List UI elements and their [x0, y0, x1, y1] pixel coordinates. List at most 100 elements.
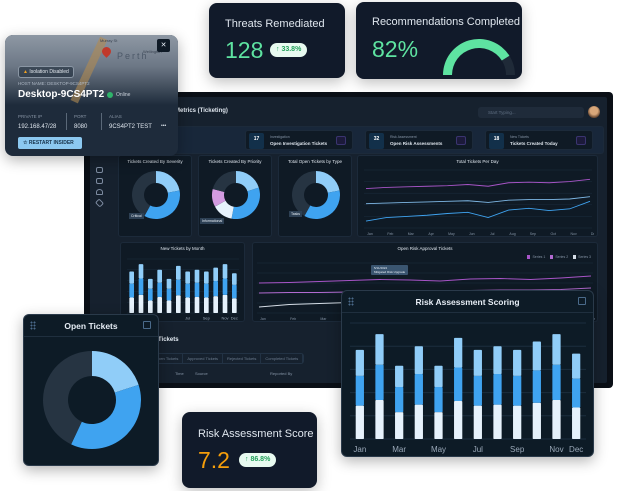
- x-tick-label: Jul: [473, 445, 483, 454]
- isolation-badge-text: Isolation Disabled: [29, 69, 69, 75]
- drag-handle-icon[interactable]: [30, 321, 36, 330]
- donut-slice: [212, 189, 226, 207]
- bar-segment: [395, 365, 404, 388]
- bar-segment: [157, 297, 162, 313]
- stat-label: Open Risk Assessments: [390, 141, 443, 146]
- widget-title: Total Tickets Per Day: [456, 159, 499, 164]
- recommendations-value: 82%: [372, 36, 419, 62]
- bar-segment: [532, 402, 541, 439]
- globe-icon[interactable]: [96, 167, 103, 173]
- donut-slice: [212, 171, 236, 193]
- stat-count: 18: [489, 133, 504, 149]
- widget-title: Tickets Created By Priority: [208, 159, 262, 164]
- tag-icon[interactable]: [94, 198, 105, 208]
- risk-score-card: Risk Assessment Score 7.2 ↑ 86.8%: [182, 412, 317, 488]
- change-value: 86.8%: [250, 456, 271, 463]
- x-tick-label: Sep: [510, 445, 525, 454]
- tab-open[interactable]: Open Tickets: [151, 354, 184, 363]
- more-button[interactable]: •••: [161, 123, 167, 129]
- tab-completed[interactable]: Completed Tickets: [261, 354, 304, 363]
- bar-segment: [157, 269, 162, 283]
- tickets-tabs: Open Tickets Approved Tickets Rejected T…: [150, 353, 305, 364]
- users-icon[interactable]: [96, 189, 103, 195]
- warning-icon: ▲: [23, 69, 28, 75]
- map-street: Wellington: [143, 49, 162, 54]
- bar-segment: [204, 271, 209, 284]
- change-badge: ↑ 33.8%: [270, 43, 308, 57]
- change-value: 33.8%: [281, 46, 302, 53]
- bar-segment: [513, 375, 522, 406]
- series-line: [258, 275, 592, 284]
- monitor-icon[interactable]: [96, 178, 103, 184]
- open-tickets-widget: Open Tickets: [23, 314, 159, 466]
- bar-segment: [532, 341, 541, 371]
- bar-segment: [129, 271, 134, 284]
- bar-segment: [166, 278, 172, 289]
- bar-segment: [454, 400, 463, 439]
- threats-remediated-card: Threats Remediated 128 ↑ 33.8%: [209, 3, 345, 78]
- bar-segment: [194, 282, 200, 298]
- stat-count-value: 32: [373, 136, 380, 142]
- edit-icon[interactable]: [578, 297, 586, 305]
- risk-score-value: 7.2: [198, 447, 230, 473]
- stat-count-value: 17: [253, 136, 260, 142]
- per-day-line-chart: Jan Feb Mar Apr May Jun Jul Aug Sep Oct Nov Dec: [364, 169, 594, 236]
- stat-open-investigation[interactable]: 17 Investigation Open Investigation Tick…: [245, 130, 353, 150]
- x-tick-label: Jul: [185, 316, 190, 321]
- stat-category: New Tickets: [510, 135, 529, 139]
- host-name-label: HOST NAME: DESKTOP-9CS4PT2: [18, 81, 90, 86]
- series-line: [365, 178, 591, 190]
- stat-created-today[interactable]: 18 New Tickets Tickets Created Today: [485, 130, 593, 150]
- stat-label: Tickets Created Today: [510, 141, 558, 146]
- bar-segment: [473, 349, 482, 376]
- donut-slice: [214, 200, 234, 219]
- priority-donut: [212, 171, 260, 219]
- widget-title: Open Tickets: [24, 315, 158, 337]
- tab-approved[interactable]: Approved Tickets: [183, 354, 224, 363]
- star-icon: ☆: [23, 140, 28, 146]
- series-line: [365, 196, 591, 205]
- stat-count: 17: [249, 133, 264, 149]
- edit-icon[interactable]: [143, 321, 151, 329]
- stat-category: Investigation: [270, 135, 290, 139]
- port-label: PORT: [74, 114, 87, 119]
- bar-segment: [194, 269, 200, 283]
- series-line: [365, 200, 591, 222]
- tooltip-text: Mitigated Risk Upgrade: [374, 270, 406, 274]
- x-tick-label: Oct: [551, 232, 556, 236]
- x-tick-label: Dec: [569, 445, 583, 454]
- search-input[interactable]: Start Typing...: [478, 107, 584, 118]
- widget-title: New Tickets by Month: [160, 246, 205, 251]
- bar-segment: [434, 365, 443, 388]
- donut-slice: [304, 190, 340, 219]
- column-header: Source: [195, 371, 208, 376]
- bar-segment: [355, 375, 364, 406]
- x-tick-label: Feb: [290, 317, 296, 321]
- bar-segment: [157, 282, 162, 298]
- bar-segment: [185, 271, 190, 284]
- bar-segment: [532, 370, 541, 403]
- threats-value: 128: [225, 37, 264, 63]
- close-button[interactable]: ✕: [157, 39, 170, 52]
- bar-segment: [176, 265, 181, 280]
- drag-handle-icon[interactable]: [348, 297, 354, 306]
- bar-segment: [232, 298, 237, 313]
- chart-tooltip: 5/11/2022 Mitigated Risk Upgrade: [371, 265, 409, 275]
- restart-insider-button[interactable]: ☆ RESTART INSIDER: [18, 137, 82, 149]
- tickets-section-title: Tickets: [158, 337, 179, 343]
- bar-segment: [232, 273, 237, 285]
- new-by-month-bar-chart: MarJulSepNovDec: [127, 258, 239, 321]
- stat-open-risk[interactable]: 32 Risk Assessment Open Risk Assessments: [365, 130, 473, 150]
- widget-type: Total Open Tickets by Type Tasks: [278, 155, 352, 237]
- bar-segment: [138, 278, 144, 295]
- donut-slice: [132, 171, 156, 217]
- bar-segment: [222, 278, 228, 295]
- card-title: Risk Assessment Score: [198, 428, 314, 440]
- bar-segment: [204, 283, 209, 298]
- status-text: Online: [116, 92, 131, 98]
- bar-segment: [148, 288, 153, 301]
- x-tick-label: Nov: [549, 445, 563, 454]
- donut-slice: [236, 171, 259, 192]
- tab-rejected[interactable]: Rejected Tickets: [223, 354, 262, 363]
- avatar[interactable]: [588, 106, 600, 118]
